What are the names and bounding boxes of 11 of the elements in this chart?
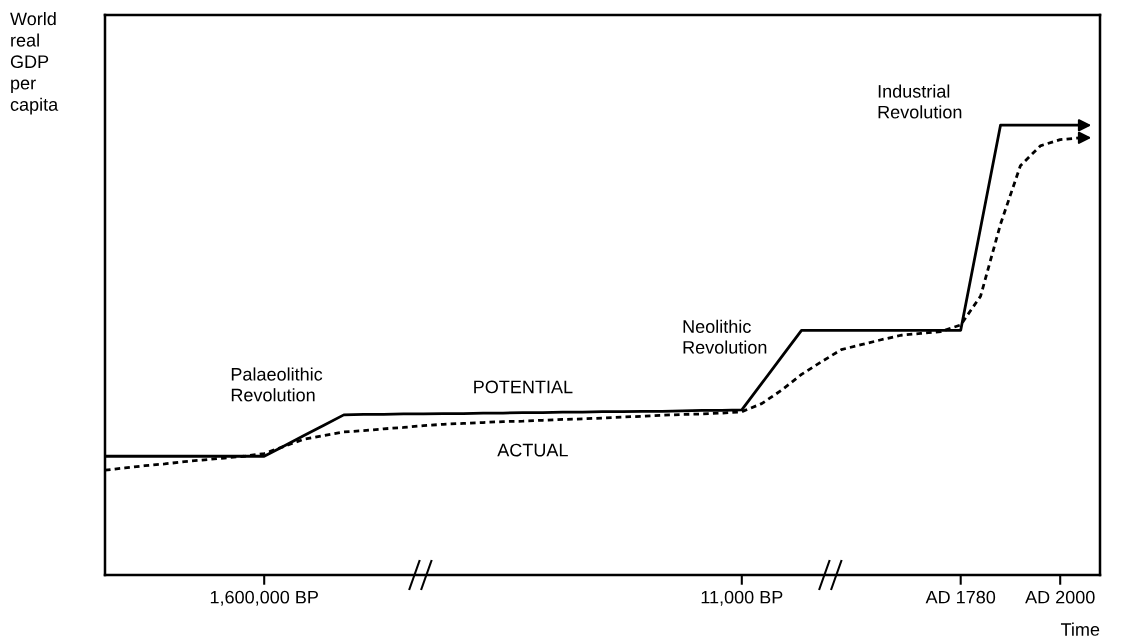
annotation: Neolithic Revolution [683,319,767,354]
x-axis-title: Time [1060,622,1100,636]
y-axis-title: World real GDP per capita [10,12,59,115]
series-label: ACTUAL [497,443,568,457]
x-tick-label: 1,600,000 BP [210,590,318,606]
text: Industrial Revolution [878,84,962,119]
x-tick-label: AD 2000 [1025,590,1095,604]
x-tick-label: AD 1780 [925,590,996,604]
x-tick-label: 11,000 BP [701,590,783,606]
annotation: Palaeolithic Revolution [231,367,323,402]
series-label: POTENTIAL [474,380,573,394]
